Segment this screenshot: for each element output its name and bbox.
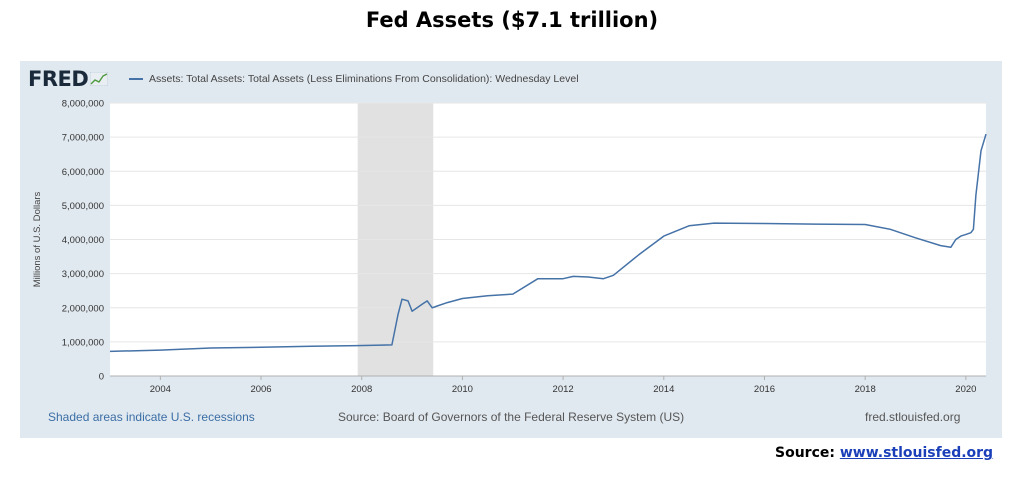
fred-chart-panel: FRED Assets: Total Assets: Total Assets …: [20, 61, 1002, 438]
y-axis-label: Millions of U.S. Dollars: [32, 191, 43, 287]
y-tick-label: 1,000,000: [62, 337, 104, 348]
recession-note-link[interactable]: Shaded areas indicate U.S. recessions: [48, 410, 255, 424]
data-source-note: Source: Board of Governors of the Federa…: [338, 410, 685, 424]
y-tick-label: 8,000,000: [62, 99, 104, 110]
x-tick-label: 2010: [452, 384, 473, 395]
y-tick-label: 0: [99, 372, 104, 383]
x-tick-label: 2008: [351, 384, 372, 395]
x-tick-label: 2016: [754, 384, 775, 395]
y-tick-label: 6,000,000: [62, 167, 104, 178]
line-chart: 0 1,000,000 2,000,000 3,000,000 4,000,000 5,0…: [32, 99, 987, 395]
series-line: [109, 133, 987, 353]
y-tick-label: 5,000,000: [62, 201, 104, 212]
x-tick-label: 2012: [553, 384, 574, 395]
slide-source-link[interactable]: www.stlouisfed.org: [839, 445, 994, 461]
slide-title: Fed Assets ($7.1 trillion): [365, 8, 659, 32]
slide-source-label: Source:: [775, 445, 835, 461]
fred-sparkline-icon: [90, 72, 109, 86]
y-tick-label: 3,000,000: [62, 269, 104, 280]
y-tick-label: 7,000,000: [62, 133, 104, 144]
x-tick-label: 2004: [150, 384, 171, 395]
x-tick-label: 2018: [855, 384, 876, 395]
x-tick-label: 2006: [250, 384, 271, 395]
x-tick-label: 2014: [653, 384, 674, 395]
fred-url[interactable]: fred.stlouisfed.org: [865, 410, 961, 424]
fred-logo-text: FRED: [28, 67, 89, 91]
chart-legend: Assets: Total Assets: Total Assets (Less…: [129, 73, 579, 85]
legend-swatch: [129, 78, 143, 80]
y-tick-label: 4,000,000: [62, 235, 104, 246]
legend-series-name: Assets: Total Assets: Total Assets (Less…: [149, 73, 579, 85]
slide-source: Source: www.stlouisfed.org: [775, 445, 993, 461]
x-tick-label: 2020: [955, 384, 976, 395]
fred-logo: FRED: [28, 67, 109, 91]
y-tick-label: 2,000,000: [62, 303, 104, 314]
